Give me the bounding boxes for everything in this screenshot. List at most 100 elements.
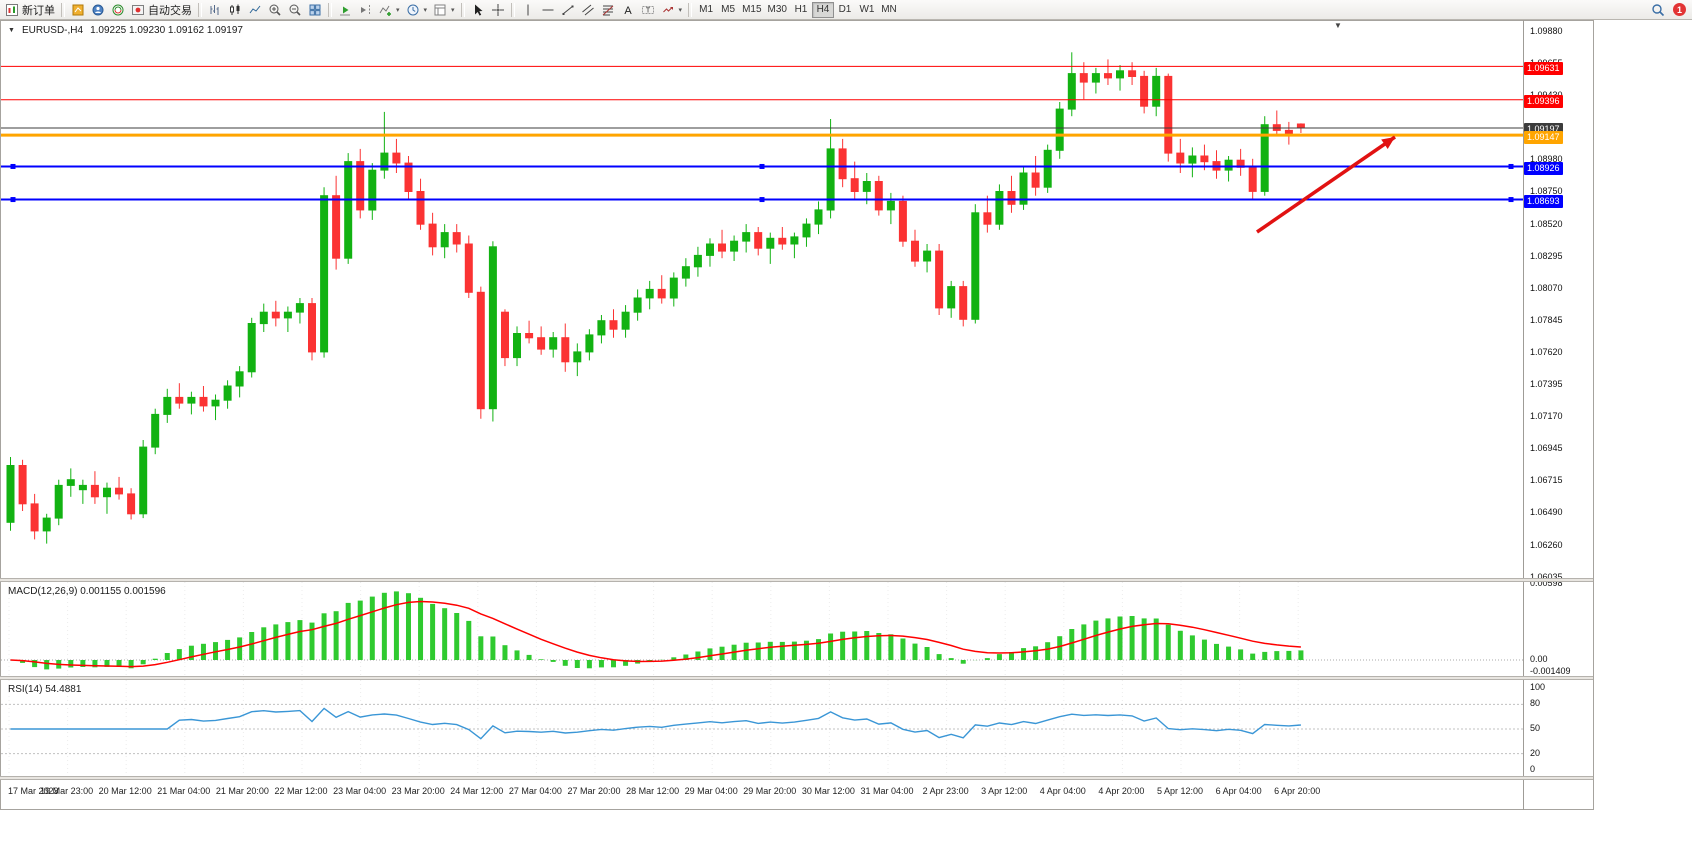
periods-button[interactable]: ▾ bbox=[403, 1, 431, 19]
auto-trading-label: 自动交易 bbox=[148, 4, 192, 17]
panel-splitter[interactable] bbox=[0, 676, 1593, 680]
chart-shift-icon bbox=[361, 4, 370, 15]
terminal-icon bbox=[112, 4, 124, 15]
arrows-icon bbox=[662, 6, 673, 12]
timeframe-m1-button[interactable]: M1 bbox=[695, 2, 717, 18]
main-toolbar: 新订单 自动交易 bbox=[0, 0, 1692, 20]
cursor-icon bbox=[474, 4, 483, 16]
timeframe-d1-button[interactable]: D1 bbox=[834, 2, 856, 18]
trendline-tool-button[interactable] bbox=[558, 1, 578, 19]
time-axis-label: 29 Mar 04:00 bbox=[684, 786, 738, 796]
price-tick-label: 1.08295 bbox=[1530, 251, 1563, 262]
cursor-button[interactable] bbox=[468, 1, 488, 19]
zoom-in-button[interactable] bbox=[265, 1, 285, 19]
time-axis-label: 22 Mar 12:00 bbox=[274, 786, 328, 796]
svg-text:T: T bbox=[645, 7, 650, 14]
zoom-out-button[interactable] bbox=[285, 1, 305, 19]
timeframe-h1-button[interactable]: H1 bbox=[790, 2, 812, 18]
notification-badge[interactable]: 1 bbox=[1673, 3, 1686, 16]
chevron-down-icon: ▾ bbox=[423, 6, 428, 14]
navigator-icon bbox=[92, 4, 104, 15]
label-tool-button[interactable]: T bbox=[638, 1, 658, 19]
time-axis-label: 28 Mar 12:00 bbox=[626, 786, 680, 796]
vertical-line-tool-button[interactable] bbox=[518, 1, 538, 19]
time-axis-label: 6 Apr 20:00 bbox=[1274, 786, 1321, 796]
rsi-panel[interactable] bbox=[1, 680, 1523, 776]
timeframe-m15-button[interactable]: M15 bbox=[739, 2, 764, 18]
macd-panel[interactable] bbox=[1, 582, 1523, 676]
chart-shift-marker[interactable]: ▼ bbox=[1334, 21, 1342, 30]
collapse-triangle-icon[interactable]: ▼ bbox=[8, 27, 15, 34]
macd-axis-label: 0.00 bbox=[1530, 654, 1548, 664]
panel-splitter[interactable] bbox=[0, 578, 1593, 582]
crosshair-button[interactable] bbox=[488, 1, 508, 19]
time-axis-label: 30 Mar 12:00 bbox=[801, 786, 855, 796]
terminal-button[interactable] bbox=[108, 1, 128, 19]
indicators-icon bbox=[379, 5, 391, 16]
toolbar-separator bbox=[688, 2, 693, 17]
search-button[interactable] bbox=[1648, 1, 1668, 19]
fibonacci-icon bbox=[602, 5, 613, 15]
auto-trading-button[interactable]: 自动交易 bbox=[128, 1, 195, 19]
rsi-label: RSI(14) 54.4881 bbox=[8, 684, 82, 695]
hline-handle[interactable] bbox=[1508, 197, 1514, 203]
timeframe-m30-button[interactable]: M30 bbox=[765, 2, 790, 18]
price-chart[interactable] bbox=[1, 22, 1523, 578]
horizontal-line-tool-button[interactable] bbox=[538, 1, 558, 19]
time-axis-label: 6 Apr 04:00 bbox=[1215, 786, 1262, 796]
time-axis-label: 20 Mar 12:00 bbox=[98, 786, 152, 796]
price-tick-label: 1.06490 bbox=[1530, 507, 1563, 518]
price-axis[interactable]: 1.098801.096551.094301.092051.089801.087… bbox=[1523, 20, 1594, 810]
market-watch-button[interactable] bbox=[68, 1, 88, 19]
timeframe-w1-button[interactable]: W1 bbox=[856, 2, 878, 18]
panel-splitter[interactable] bbox=[0, 776, 1593, 780]
hline-handle[interactable] bbox=[1508, 163, 1514, 169]
chart-shift-button[interactable] bbox=[355, 1, 375, 19]
hline-handle[interactable] bbox=[10, 163, 16, 169]
annotation-arrow[interactable] bbox=[1256, 135, 1396, 234]
candles bbox=[6, 52, 1305, 544]
time-axis-label: 29 Mar 20:00 bbox=[743, 786, 797, 796]
price-tick-label: 1.07845 bbox=[1530, 314, 1563, 325]
price-badge: 1.08693 bbox=[1524, 195, 1563, 209]
time-axis-label: 4 Apr 20:00 bbox=[1098, 786, 1145, 796]
line-chart-icon bbox=[249, 5, 261, 13]
rsi-axis-label: 0 bbox=[1530, 764, 1536, 774]
rsi-axis-label: 80 bbox=[1530, 698, 1541, 709]
tile-windows-button[interactable] bbox=[305, 1, 325, 19]
timeframe-m5-button[interactable]: M5 bbox=[717, 2, 739, 18]
text-tool-button[interactable]: A bbox=[618, 1, 638, 19]
line-chart-button[interactable] bbox=[245, 1, 265, 19]
hline-handle[interactable] bbox=[10, 197, 16, 203]
indicators-button[interactable]: ▾ bbox=[375, 1, 403, 19]
channel-tool-button[interactable] bbox=[578, 1, 598, 19]
label-icon: T bbox=[641, 5, 654, 14]
price-tick-label: 1.08750 bbox=[1530, 186, 1563, 197]
bars-chart-button[interactable] bbox=[205, 1, 225, 19]
time-axis-label: 4 Apr 04:00 bbox=[1039, 786, 1086, 796]
new-order-button[interactable]: 新订单 bbox=[2, 1, 58, 19]
hline-handle[interactable] bbox=[759, 163, 765, 169]
arrows-tool-button[interactable]: ▾ bbox=[658, 1, 686, 19]
rsi-axis-label: 50 bbox=[1530, 723, 1541, 733]
time-axis[interactable]: 17 Mar 2023 19 Mar 23:00 20 Mar 12:00 21 Ma… bbox=[0, 780, 1593, 806]
chevron-down-icon: ▾ bbox=[678, 6, 683, 14]
time-axis-label: 3 Apr 12:00 bbox=[981, 786, 1028, 796]
candlestick-chart-button[interactable] bbox=[225, 1, 245, 19]
timeframe-mn-button[interactable]: MN bbox=[878, 2, 900, 18]
search-icon bbox=[1652, 3, 1665, 16]
hline-handle[interactable] bbox=[759, 197, 765, 203]
timeframe-h4-button[interactable]: H4 bbox=[811, 1, 834, 18]
zoom-in-icon bbox=[269, 4, 281, 16]
templates-button[interactable]: ▾ bbox=[430, 1, 458, 19]
candlestick-chart-icon bbox=[230, 4, 240, 15]
toolbar-separator bbox=[328, 2, 332, 17]
navigator-button[interactable] bbox=[88, 1, 108, 19]
auto-scroll-button[interactable] bbox=[335, 1, 355, 19]
fibonacci-tool-button[interactable] bbox=[598, 1, 618, 19]
price-tick-label: 1.07620 bbox=[1530, 346, 1563, 357]
zoom-out-icon bbox=[289, 4, 301, 16]
rsi-axis-label: 20 bbox=[1530, 747, 1541, 758]
price-tick-label: 1.06945 bbox=[1530, 442, 1563, 453]
